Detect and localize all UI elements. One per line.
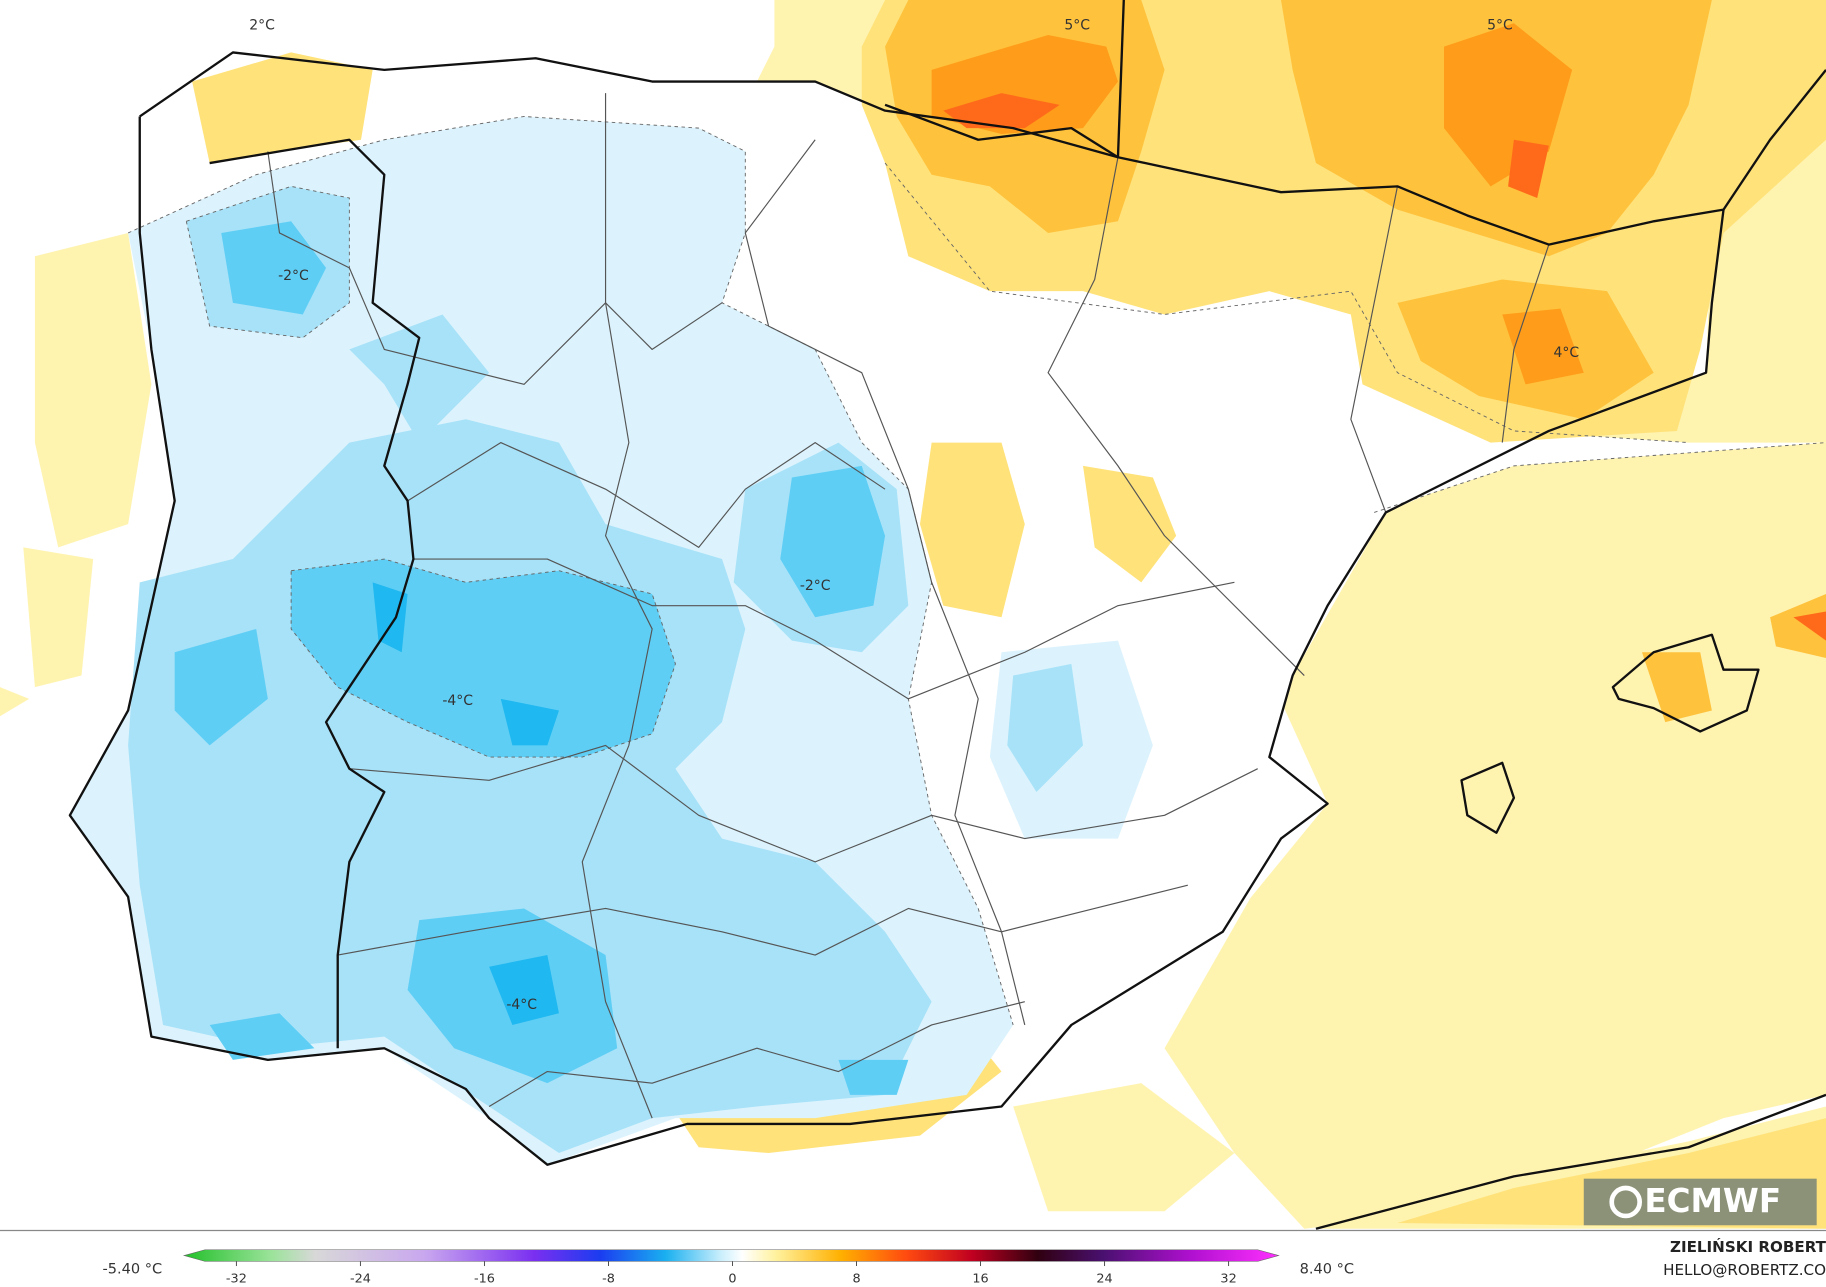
colorbar-tick-label: -16: [474, 1271, 495, 1286]
contour-label: -4°C: [506, 997, 537, 1013]
contour-label: 4°C: [1553, 345, 1579, 361]
contour-labels: 2°C 5°C 5°C -2°C 4°C -2°C -4°C -4°C: [249, 18, 1579, 1014]
contour-label: -4°C: [442, 693, 473, 709]
colorbar-tick-label: 16: [972, 1271, 988, 1286]
colorbar-tick-label: -8: [602, 1271, 615, 1286]
credit-name: ZIELIŃSKI ROBERT: [1670, 1237, 1826, 1256]
colorbar-tick-label: -24: [350, 1271, 371, 1286]
credit-email: HELLO@ROBERTZ.CO: [1663, 1261, 1826, 1279]
max-label: 8.40 °C: [1300, 1261, 1354, 1278]
legend-bar: -5.40 °C 8.40 °C ZIELIŃSKI ROBERT HELLO@…: [0, 1229, 1826, 1287]
contour-label: 2°C: [249, 18, 275, 34]
contour-label: -2°C: [800, 578, 831, 594]
logo-text: ECMWF: [1644, 1182, 1781, 1220]
min-label: -5.40 °C: [102, 1261, 162, 1278]
colorbar-tick-label: 8: [852, 1271, 860, 1286]
colorbar-tick-label: 32: [1220, 1271, 1236, 1286]
coastlines-borders: [68, 0, 1826, 1230]
map-field: 2°C 5°C 5°C -2°C 4°C -2°C -4°C -4°C ECMW…: [0, 0, 1826, 1230]
contour-label: -2°C: [278, 268, 309, 284]
contour-label: 5°C: [1487, 18, 1513, 34]
contours: [127, 116, 1826, 1026]
province-borders: [267, 93, 1550, 1119]
colorbar-tick-label: 0: [728, 1271, 736, 1286]
logo: ECMWF: [1583, 1178, 1817, 1226]
colorbar-tick-label: 24: [1096, 1271, 1112, 1286]
contour-label: 5°C: [1064, 18, 1090, 34]
colorbar-tick-label: -32: [226, 1271, 247, 1286]
colorbar: [182, 1249, 1280, 1262]
